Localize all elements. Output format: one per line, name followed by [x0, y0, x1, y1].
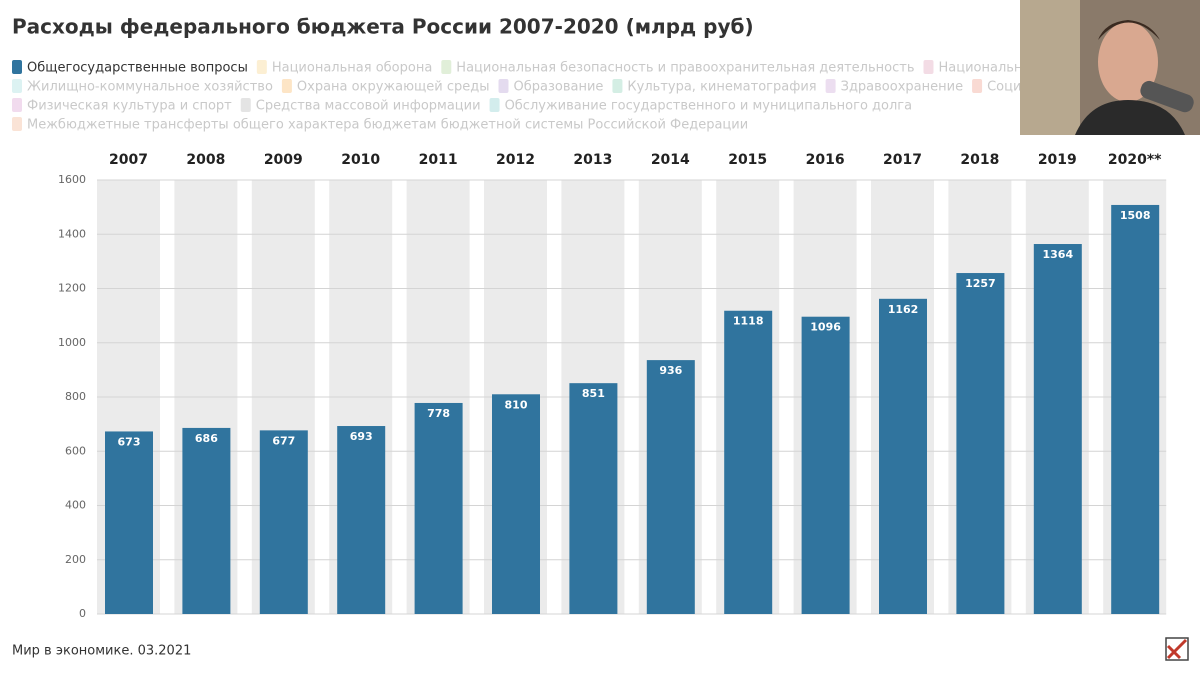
y-tick-label: 1200 — [58, 282, 86, 295]
bar — [259, 430, 308, 614]
legend-label: Средства массовой информации — [256, 99, 481, 114]
legend-swatch — [256, 60, 267, 74]
bar — [1033, 244, 1082, 614]
legend-swatch — [281, 79, 292, 93]
webcam-body — [1075, 100, 1185, 135]
bar — [1111, 204, 1160, 614]
legend-swatch — [12, 117, 22, 131]
bar — [414, 402, 463, 614]
value-label: 1096 — [810, 321, 841, 334]
value-label: 677 — [272, 434, 295, 447]
legend: Общегосударственные вопросы Национальная … — [12, 60, 1139, 133]
x-tick-label: 2018 — [960, 152, 999, 168]
bar — [337, 426, 386, 614]
x-tick-label: 2012 — [496, 152, 535, 168]
value-label: 686 — [195, 432, 218, 445]
legend-swatch — [825, 79, 836, 93]
bar — [569, 383, 618, 614]
legend-label: Общегосударственные вопросы — [27, 61, 248, 76]
legend-label: Жилищно-коммунальное хозяйство — [27, 80, 273, 95]
value-label: 1364 — [1042, 248, 1073, 261]
value-label: 1508 — [1120, 209, 1151, 222]
value-label: 851 — [582, 387, 605, 400]
x-tick-label: 2017 — [883, 152, 922, 168]
bar — [492, 394, 540, 614]
y-tick-label: 600 — [65, 444, 86, 457]
plot: 2007 2008 2009 2010 2011 2012 2013 2014 2015 2016… — [58, 152, 1167, 620]
bar — [646, 360, 695, 614]
x-tick-label: 2019 — [1038, 152, 1077, 168]
value-label: 1257 — [965, 277, 996, 290]
legend-swatch — [240, 98, 251, 112]
value-label: 693 — [350, 430, 373, 443]
legend-swatch — [612, 79, 623, 93]
x-tick-label: 2013 — [573, 152, 612, 168]
y-tick-label: 1400 — [58, 227, 86, 240]
legend-swatch — [489, 98, 500, 112]
legend-label: Образование — [514, 80, 604, 95]
legend-swatch — [441, 60, 452, 74]
value-label: 936 — [659, 364, 682, 377]
webcam-face — [1098, 22, 1158, 102]
y-tick-label: 800 — [65, 390, 86, 403]
legend-label: Национальная оборона — [272, 61, 432, 76]
x-tick-label: 2016 — [806, 152, 845, 168]
x-tick-label: 2009 — [264, 152, 303, 168]
webcam — [1020, 0, 1200, 135]
x-tick-label: 2015 — [728, 152, 767, 168]
value-label: 1118 — [733, 315, 764, 328]
bar — [105, 431, 153, 614]
legend-label: Культура, кинематография — [627, 80, 816, 95]
source: Мир в экономике. 03.2021 — [12, 644, 191, 659]
legend-label: Обслуживание государственного и муниципа… — [505, 99, 913, 114]
legend-swatch — [12, 79, 22, 93]
legend-swatch — [498, 79, 509, 93]
x-tick-label: 2014 — [651, 152, 690, 168]
value-label: 673 — [118, 435, 141, 448]
x-tick-label: 2011 — [419, 152, 458, 168]
y-tick-label: 1000 — [58, 336, 86, 349]
legend-label: Национальная безопасность и правоохранит… — [456, 61, 914, 76]
x-tick-label: 2010 — [341, 152, 380, 168]
legend-swatch — [923, 60, 934, 74]
chart-title: Расходы федерального бюджета России 2007… — [12, 15, 754, 39]
y-tick-label: 400 — [65, 499, 86, 512]
bar — [182, 427, 231, 614]
bar — [879, 298, 927, 614]
legend-swatch — [972, 79, 983, 93]
x-tick-label: 2007 — [109, 152, 148, 168]
logo — [1165, 637, 1189, 661]
webcam-wall — [1020, 0, 1080, 135]
legend-label: Межбюджетные трансферты общего характера… — [27, 118, 748, 133]
legend-label: Здравоохранение — [841, 80, 963, 95]
value-label: 1162 — [888, 303, 919, 316]
bar — [724, 310, 773, 614]
y-tick-label: 1600 — [58, 173, 86, 186]
legend-swatch — [12, 60, 22, 74]
webcam-mic — [1140, 80, 1194, 113]
legend-swatch — [12, 98, 22, 112]
x-tick-label: 2008 — [186, 152, 225, 168]
value-label: 810 — [505, 398, 528, 411]
legend-label: Физическая культура и спорт — [27, 99, 232, 114]
bar — [956, 273, 1005, 614]
bar — [801, 316, 850, 614]
value-label: 778 — [427, 407, 450, 420]
y-tick-label: 200 — [65, 553, 86, 566]
webcam-hair — [1098, 20, 1160, 40]
logo-mark — [1166, 638, 1188, 660]
x-tick-label: 2020** — [1108, 152, 1162, 168]
y-tick-label: 0 — [79, 607, 86, 620]
legend-label: Охрана окружающей среды — [297, 80, 490, 95]
